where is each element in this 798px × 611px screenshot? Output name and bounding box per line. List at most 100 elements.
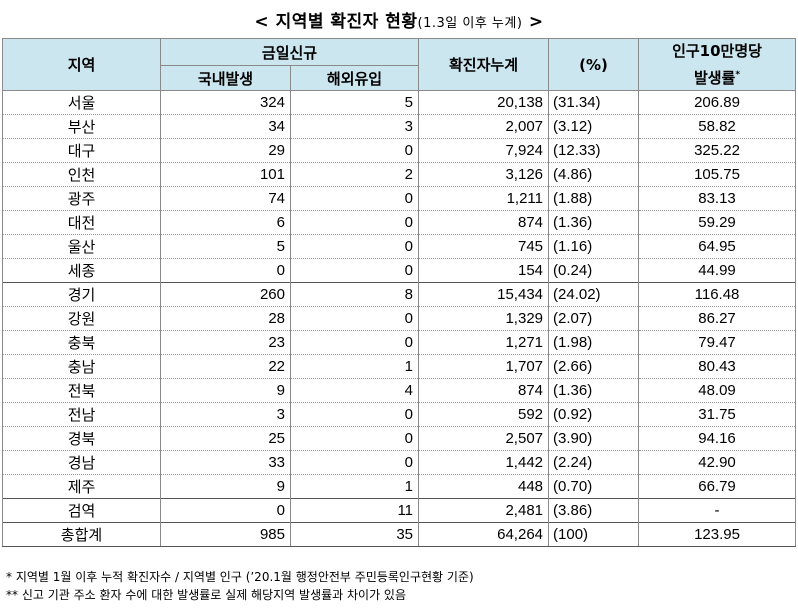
- title-subtitle: (1.3일 이후 누계): [417, 16, 523, 31]
- cell-cumulative: 1,707: [418, 354, 550, 379]
- cell-domestic: 5: [160, 234, 291, 259]
- cell-rate: 64.95: [638, 234, 797, 259]
- header-domestic: 국내발생: [160, 65, 291, 91]
- cell-overseas: 0: [289, 186, 420, 211]
- cell-rate: 79.47: [638, 330, 797, 355]
- table-row: 대구 29 0 7,924 (12.33) 325.22: [2, 138, 797, 163]
- cell-region: 충북: [2, 330, 161, 355]
- cell-region: 경북: [2, 426, 161, 451]
- cell-rate: 105.75: [638, 162, 797, 187]
- cell-cumulative: 1,329: [418, 306, 550, 331]
- cell-overseas: 0: [289, 306, 420, 331]
- cell-domestic: 324: [160, 90, 291, 115]
- footnote-1: * 지역별 1월 이후 누적 확진자수 / 지역별 인구 (’20.1월 행정안…: [6, 570, 474, 584]
- table-row: 충남 22 1 1,707 (2.66) 80.43: [2, 354, 797, 379]
- cell-region: 강원: [2, 306, 161, 331]
- header-rate-line1: 인구10만명당: [672, 42, 762, 60]
- header-rate: 인구10만명당 발생률*: [638, 38, 797, 91]
- cell-percent: (1.16): [548, 234, 640, 259]
- table-row: 경기 260 8 15,434 (24.02) 116.48: [2, 282, 797, 307]
- table-row: 광주 74 0 1,211 (1.88) 83.13: [2, 186, 797, 211]
- cell-rate: 42.90: [638, 450, 797, 475]
- cell-rate: 59.29: [638, 210, 797, 235]
- cell-rate: 80.43: [638, 354, 797, 379]
- cell-domestic: 9: [160, 378, 291, 403]
- header-overseas: 해외유입: [289, 65, 420, 91]
- table-row: 전남 3 0 592 (0.92) 31.75: [2, 402, 797, 427]
- header-rate-line2: 발생률: [693, 69, 736, 87]
- cell-rate: 83.13: [638, 186, 797, 211]
- cell-cumulative: 7,924: [418, 138, 550, 163]
- table-row: 인천 101 2 3,126 (4.86) 105.75: [2, 162, 797, 187]
- cell-rate: 123.95: [638, 522, 797, 547]
- cell-region: 울산: [2, 234, 161, 259]
- cell-region: 충남: [2, 354, 161, 379]
- cell-region: 제주: [2, 474, 161, 499]
- header-percent: (%): [548, 38, 640, 91]
- footnote-2: ** 신고 기관 주소 환자 수에 대한 발생률로 실제 해당지역 발생률과 차…: [6, 588, 407, 602]
- cell-region: 총합계: [2, 522, 161, 547]
- cell-percent: (1.36): [548, 210, 640, 235]
- cell-cumulative: 874: [418, 210, 550, 235]
- cell-region: 부산: [2, 114, 161, 139]
- cell-percent: (3.12): [548, 114, 640, 139]
- table-row: 부산 34 3 2,007 (3.12) 58.82: [2, 114, 797, 139]
- cell-cumulative: 64,264: [418, 522, 550, 547]
- cell-region: 검역: [2, 498, 161, 523]
- regional-cases-table: 지역 금일신규 확진자누계 (%) 인구10만명당 발생률* 국내발생 해외유입…: [2, 38, 797, 547]
- cell-overseas: 3: [289, 114, 420, 139]
- cell-region: 경남: [2, 450, 161, 475]
- table-row: 경북 25 0 2,507 (3.90) 94.16: [2, 426, 797, 451]
- cell-domestic: 985: [160, 522, 291, 547]
- cell-percent: (0.70): [548, 474, 640, 499]
- cell-domestic: 28: [160, 306, 291, 331]
- cell-overseas: 11: [289, 498, 420, 523]
- table-row: 경남 33 0 1,442 (2.24) 42.90: [2, 450, 797, 475]
- cell-cumulative: 154: [418, 258, 550, 283]
- table-row: 전북 9 4 874 (1.36) 48.09: [2, 378, 797, 403]
- cell-rate: 66.79: [638, 474, 797, 499]
- cell-percent: (31.34): [548, 90, 640, 115]
- cell-overseas: 5: [289, 90, 420, 115]
- cell-cumulative: 1,271: [418, 330, 550, 355]
- cell-region: 세종: [2, 258, 161, 283]
- table-row: 대전 6 0 874 (1.36) 59.29: [2, 210, 797, 235]
- cell-overseas: 4: [289, 378, 420, 403]
- cell-rate: 48.09: [638, 378, 797, 403]
- cell-cumulative: 15,434: [418, 282, 550, 307]
- table-row: 세종 0 0 154 (0.24) 44.99: [2, 258, 797, 283]
- cell-domestic: 0: [160, 258, 291, 283]
- table-row-total: 총합계 985 35 64,264 (100) 123.95: [2, 522, 797, 547]
- title-close: >: [522, 12, 544, 32]
- cell-percent: (3.90): [548, 426, 640, 451]
- cell-cumulative: 874: [418, 378, 550, 403]
- cell-region: 광주: [2, 186, 161, 211]
- cell-domestic: 6: [160, 210, 291, 235]
- cell-overseas: 0: [289, 450, 420, 475]
- cell-cumulative: 745: [418, 234, 550, 259]
- cell-overseas: 8: [289, 282, 420, 307]
- cell-rate: 31.75: [638, 402, 797, 427]
- cell-cumulative: 1,442: [418, 450, 550, 475]
- cell-overseas: 35: [289, 522, 420, 547]
- cell-region: 대전: [2, 210, 161, 235]
- cell-percent: (0.92): [548, 402, 640, 427]
- cell-rate: 116.48: [638, 282, 797, 307]
- table-row: 울산 5 0 745 (1.16) 64.95: [2, 234, 797, 259]
- cell-percent: (2.66): [548, 354, 640, 379]
- cell-rate: 44.99: [638, 258, 797, 283]
- cell-cumulative: 1,211: [418, 186, 550, 211]
- header-new-today: 금일신규: [159, 38, 420, 66]
- cell-overseas: 0: [289, 402, 420, 427]
- cell-overseas: 0: [289, 258, 420, 283]
- cell-overseas: 2: [289, 162, 420, 187]
- header-cumulative: 확진자누계: [418, 38, 550, 91]
- cell-region: 전남: [2, 402, 161, 427]
- page-title: < 지역별 확진자 현황(1.3일 이후 누계) >: [0, 7, 798, 32]
- cell-percent: (0.24): [548, 258, 640, 283]
- cell-domestic: 260: [160, 282, 291, 307]
- cell-percent: (1.36): [548, 378, 640, 403]
- cell-cumulative: 2,507: [418, 426, 550, 451]
- cell-domestic: 29: [160, 138, 291, 163]
- cell-domestic: 33: [160, 450, 291, 475]
